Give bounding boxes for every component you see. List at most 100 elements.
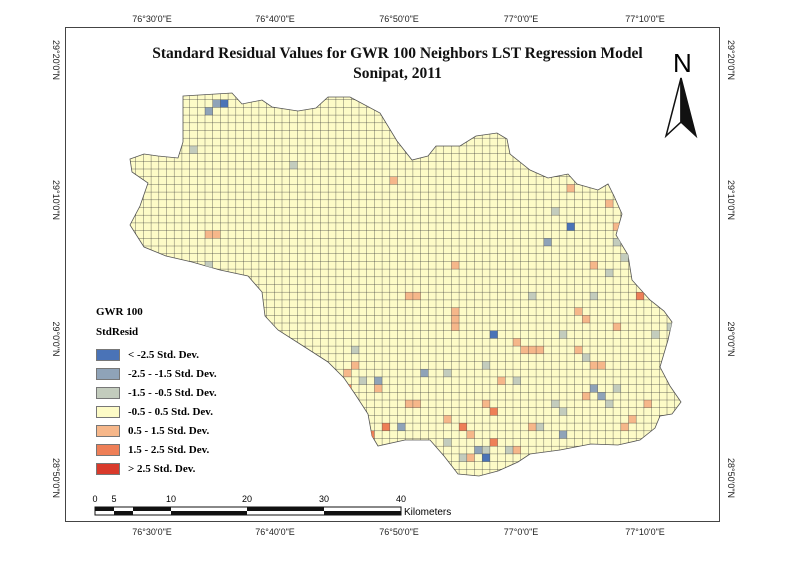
lon-label-bottom-4: 77°0'0"E xyxy=(503,527,539,537)
residual-cell xyxy=(590,384,598,393)
residual-cell xyxy=(374,384,383,393)
legend-swatch xyxy=(96,424,120,437)
legend-swatch xyxy=(96,462,120,475)
residual-cell xyxy=(528,346,537,354)
residual-cell xyxy=(459,453,467,462)
residual-cell xyxy=(513,376,521,385)
residual-cell xyxy=(412,292,421,300)
residual-cell xyxy=(443,369,452,377)
residual-cell xyxy=(528,292,537,300)
residual-cell xyxy=(613,238,621,246)
legend-item: -0.5 - 0.5 Std. Dev. xyxy=(96,402,217,421)
residual-cell xyxy=(220,99,229,108)
legend-swatch xyxy=(96,348,120,361)
residual-cell xyxy=(620,253,629,262)
residual-cell xyxy=(351,346,359,354)
residual-cell xyxy=(420,369,429,377)
residual-cell xyxy=(605,199,614,208)
residual-cell xyxy=(405,400,413,408)
north-arrow-icon xyxy=(664,77,698,139)
residual-cell xyxy=(205,230,213,239)
legend: GWR 100 StdResid < -2.5 Std. Dev. -2.5 - … xyxy=(96,305,217,478)
residual-cell xyxy=(451,323,460,331)
residual-cell xyxy=(559,330,567,339)
residual-cell xyxy=(520,346,529,354)
residual-cell xyxy=(590,292,598,300)
residual-cell xyxy=(482,453,490,462)
residual-cell xyxy=(643,400,652,408)
legend-title: GWR 100 xyxy=(96,306,143,318)
legend-item: 1.5 - 2.5 Std. Dev. xyxy=(96,440,217,459)
lon-label-top-5: 77°10'0"E xyxy=(625,14,665,24)
residual-cell xyxy=(205,107,213,116)
lon-label-top-1: 76°30'0"E xyxy=(132,14,172,24)
lon-label-top-2: 76°40'0"E xyxy=(255,14,295,24)
residual-cell xyxy=(359,376,367,385)
legend-swatch xyxy=(96,405,120,418)
lon-label-bottom-3: 76°50'0"E xyxy=(379,527,419,537)
residual-cell xyxy=(574,346,583,354)
legend-label: > 2.5 Std. Dev. xyxy=(128,462,196,475)
scale-bar-tick: 20 xyxy=(241,494,253,504)
residual-cell xyxy=(412,400,421,408)
legend-swatch xyxy=(96,386,120,399)
residual-cell xyxy=(582,392,590,400)
residual-cell xyxy=(151,115,159,123)
legend-label: -1.5 - -0.5 Std. Dev. xyxy=(128,386,217,399)
lon-label-top-3: 76°50'0"E xyxy=(379,14,419,24)
residual-cell xyxy=(189,145,198,154)
residual-cell xyxy=(451,315,460,323)
residual-cell xyxy=(590,361,598,370)
scale-bar-tick: 0 xyxy=(92,494,98,504)
north-label: N xyxy=(673,48,692,78)
residual-cell xyxy=(620,423,629,431)
lon-label-bottom-2: 76°40'0"E xyxy=(255,527,295,537)
residual-cell xyxy=(513,446,521,454)
residual-cell xyxy=(143,115,152,123)
residual-cell xyxy=(559,430,567,439)
residual-cell xyxy=(543,238,552,246)
legend-label: 1.5 - 2.5 Std. Dev. xyxy=(128,443,210,456)
lon-label-bottom-5: 77°10'0"E xyxy=(625,527,665,537)
residual-cell xyxy=(566,222,575,231)
scale-bar-tick: 10 xyxy=(165,494,177,504)
residual-cell xyxy=(212,230,221,239)
residual-cell xyxy=(574,307,583,316)
residual-cell xyxy=(343,384,352,393)
residual-cell xyxy=(559,407,567,416)
legend-label: -2.5 - -1.5 Std. Dev. xyxy=(128,367,217,380)
residual-cell xyxy=(443,438,452,447)
residual-cell xyxy=(289,161,298,169)
residual-cell xyxy=(613,384,621,393)
legend-item: 0.5 - 1.5 Std. Dev. xyxy=(96,421,217,440)
map-title: Standard Residual Values for GWR 100 Nei… xyxy=(0,44,795,84)
legend-swatch xyxy=(96,443,120,456)
map-title-line2: Sonipat, 2011 xyxy=(353,65,442,82)
residual-cell xyxy=(143,107,152,116)
residual-cell xyxy=(628,415,637,424)
residual-cell xyxy=(636,292,644,300)
residual-cell xyxy=(451,261,460,270)
residual-cell xyxy=(482,361,490,370)
residual-cell xyxy=(212,99,221,108)
residual-cell xyxy=(405,292,413,300)
residual-cell xyxy=(551,400,560,408)
map-title-line1: Standard Residual Values for GWR 100 Nei… xyxy=(152,45,643,62)
residual-cell xyxy=(489,330,498,339)
legend-swatch xyxy=(96,367,120,380)
residual-cell xyxy=(597,361,606,370)
residual-cell xyxy=(582,315,590,323)
residual-cell xyxy=(389,176,398,185)
residual-cell xyxy=(382,423,390,431)
legend-item: > 2.5 Std. Dev. xyxy=(96,459,217,478)
residual-cell xyxy=(505,446,513,454)
residual-cell xyxy=(359,430,367,439)
residual-cell xyxy=(597,392,606,400)
scale-bar-tick: 40 xyxy=(395,494,407,504)
residual-cell xyxy=(343,369,352,377)
residual-cell xyxy=(451,307,460,316)
legend-item: < -2.5 Std. Dev. xyxy=(96,345,217,364)
residual-cell xyxy=(466,453,475,462)
residual-cell xyxy=(397,423,406,431)
